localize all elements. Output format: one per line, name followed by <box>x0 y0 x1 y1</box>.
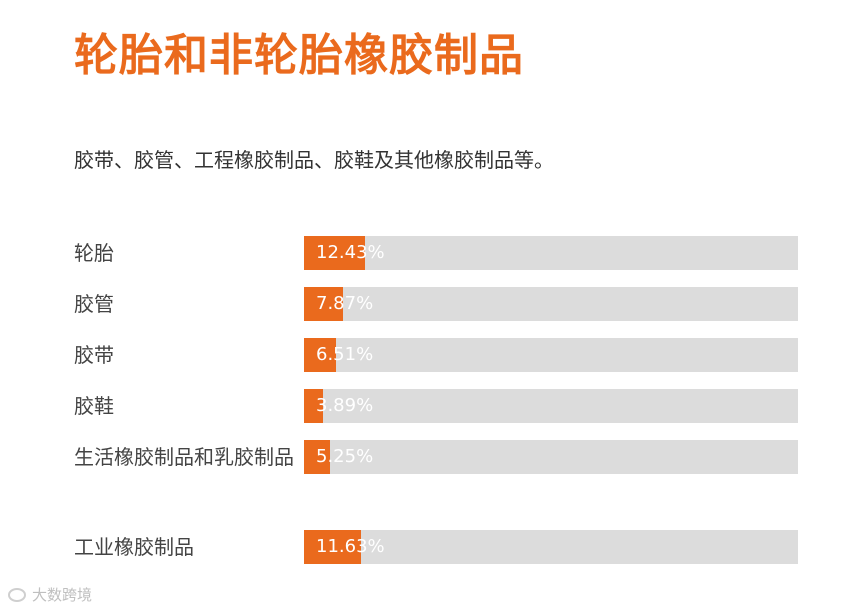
page-title: 轮胎和非轮胎橡胶制品 <box>74 30 524 81</box>
bar-category-label: 生活橡胶制品和乳胶制品 <box>74 445 294 469</box>
watermark: 大数跨境 <box>8 584 92 606</box>
bar <box>304 440 330 474</box>
bar-track: 11.63% <box>304 530 798 564</box>
bar-category-label: 胶管 <box>74 292 114 316</box>
bar-value-label: 6.51% <box>316 344 374 365</box>
watermark-text: 大数跨境 <box>32 586 93 604</box>
bar-value-label: 11.63% <box>316 536 385 557</box>
bar-category-label: 胶鞋 <box>74 394 114 418</box>
brand-logo-icon <box>8 588 26 602</box>
bar-value-label: 12.43% <box>316 242 385 263</box>
bar-value-label: 5.25% <box>316 446 374 467</box>
bar-category-label: 工业橡胶制品 <box>74 535 194 559</box>
bar <box>304 338 336 372</box>
bar-value-label: 3.89% <box>316 395 374 416</box>
bar-track: 6.51% <box>304 338 798 372</box>
page-subtitle: 胶带、胶管、工程橡胶制品、胶鞋及其他橡胶制品等。 <box>74 148 554 172</box>
bar-category-label: 胶带 <box>74 343 114 367</box>
bar <box>304 530 361 564</box>
bar-track: 7.87% <box>304 287 798 321</box>
bar <box>304 287 343 321</box>
bar-track: 3.89% <box>304 389 798 423</box>
bar-track: 12.43% <box>304 236 798 270</box>
bar-category-label: 轮胎 <box>74 241 114 265</box>
bar-value-label: 7.87% <box>316 293 374 314</box>
bar <box>304 389 323 423</box>
bar <box>304 236 365 270</box>
bar-track: 5.25% <box>304 440 798 474</box>
